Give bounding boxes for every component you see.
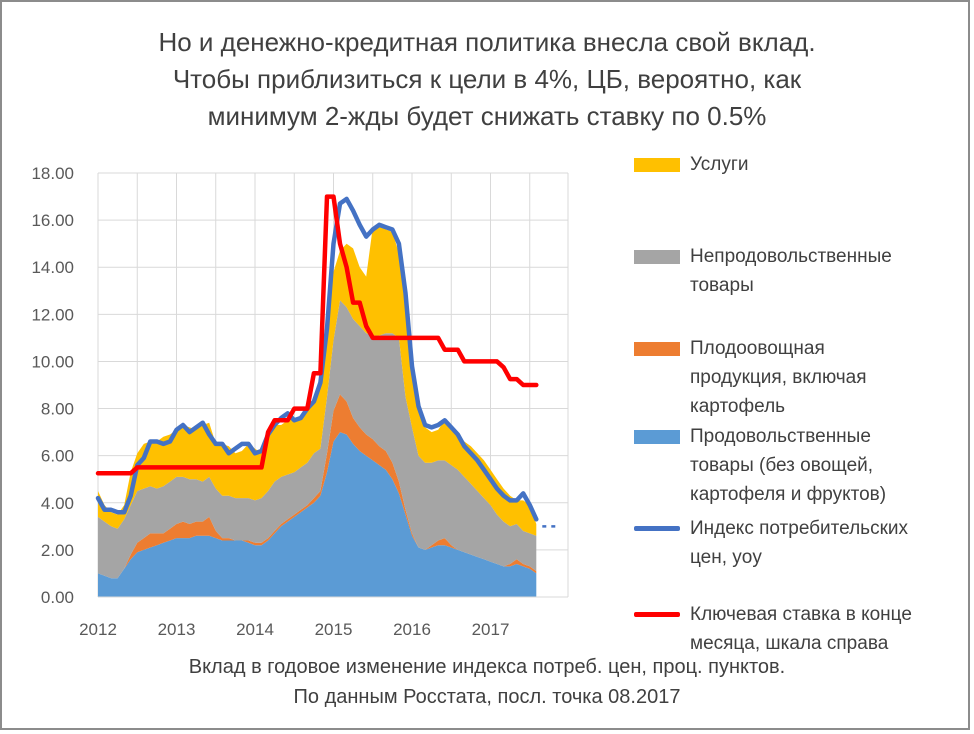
legend-label-line: товары — [690, 275, 754, 296]
subtitle-line-2: По данным Росстата, посл. точка 08.2017 — [293, 686, 681, 708]
y-tick-label: 16.00 — [31, 211, 74, 230]
legend-label-line: Ключевая ставка в конце — [690, 604, 912, 625]
legend-swatch — [634, 250, 680, 264]
chart-subtitle: Вклад в годовое изменение индекса потреб… — [0, 652, 974, 712]
line-cpi — [95, 196, 539, 522]
y-tick-label: 10.00 — [31, 352, 74, 371]
title-line-2: Чтобы приблизиться к цели в 4%, ЦБ, веро… — [172, 64, 802, 94]
legend-label: Продовольственные товары (без овощей, карт… — [690, 422, 886, 509]
legend-label-line: Непродовольственные — [690, 246, 892, 267]
legend-label-line: картофель — [690, 396, 786, 417]
subtitle-line-1: Вклад в годовое изменение индекса потреб… — [188, 656, 786, 678]
legend-swatch — [634, 430, 680, 444]
area-food — [98, 432, 537, 597]
y-tick-label: 8.00 — [41, 400, 74, 419]
axes: 0.00 2.00 4.00 6.00 8.00 10.00 12.00 14.00 16.00… — [31, 164, 568, 639]
legend-label: Плодоовощная продукция, включая картофель — [690, 334, 867, 421]
y-tick-label: 2.00 — [41, 541, 74, 560]
y-tick-label: 4.00 — [41, 494, 74, 513]
x-tick-label: 2014 — [236, 620, 274, 639]
legend-swatch — [634, 612, 680, 617]
area-fruitveg — [98, 394, 537, 579]
x-tick-label: 2017 — [472, 620, 510, 639]
legend-label: Услуги — [690, 150, 748, 179]
x-tick-label: 2015 — [315, 620, 353, 639]
stacked-areas — [98, 224, 537, 597]
legend-label-line: продукция, включая — [690, 367, 867, 388]
title-line-1: Но и денежно-кредитная политика внесла с… — [158, 27, 816, 57]
legend-label-line: картофеля и фруктов) — [690, 484, 887, 505]
y-tick-label: 12.00 — [31, 305, 74, 324]
legend-label: Непродовольственные товары — [690, 242, 892, 300]
legend-label-line: Плодоовощная — [690, 338, 825, 359]
legend-label: Индекс потребительских цен, yoy — [690, 514, 908, 572]
x-tick-label: 2016 — [393, 620, 431, 639]
y-tick-label: 0.00 — [41, 588, 74, 607]
legend-label-line: месяца, шкала справа — [690, 633, 889, 654]
legend-label-line: Индекс потребительских — [690, 518, 908, 539]
y-tick-label: 6.00 — [41, 447, 74, 466]
legend-label: Ключевая ставка в конце месяца, шкала спр… — [690, 600, 912, 658]
y-tick-label: 18.00 — [31, 164, 74, 183]
y-tick-label: 14.00 — [31, 258, 74, 277]
legend-swatch — [634, 342, 680, 356]
legend-label-line: цен, yoy — [690, 547, 762, 568]
title-line-3: минимум 2-жды будет снижать ставку по 0.… — [207, 101, 767, 131]
chart-title: Но и денежно-кредитная политика внесла с… — [0, 24, 974, 135]
legend-swatch — [634, 158, 680, 172]
legend-label-line: Продовольственные — [690, 426, 871, 447]
legend-label-line: товары (без овощей, — [690, 455, 874, 476]
x-tick-label: 2012 — [79, 620, 117, 639]
legend-label-line: Услуги — [690, 154, 749, 175]
area-services — [98, 224, 537, 536]
legend-swatch — [634, 526, 680, 531]
series-lines — [95, 194, 556, 528]
area-nonfood — [98, 300, 537, 579]
x-tick-label: 2013 — [158, 620, 196, 639]
line-key-rate — [95, 194, 539, 476]
